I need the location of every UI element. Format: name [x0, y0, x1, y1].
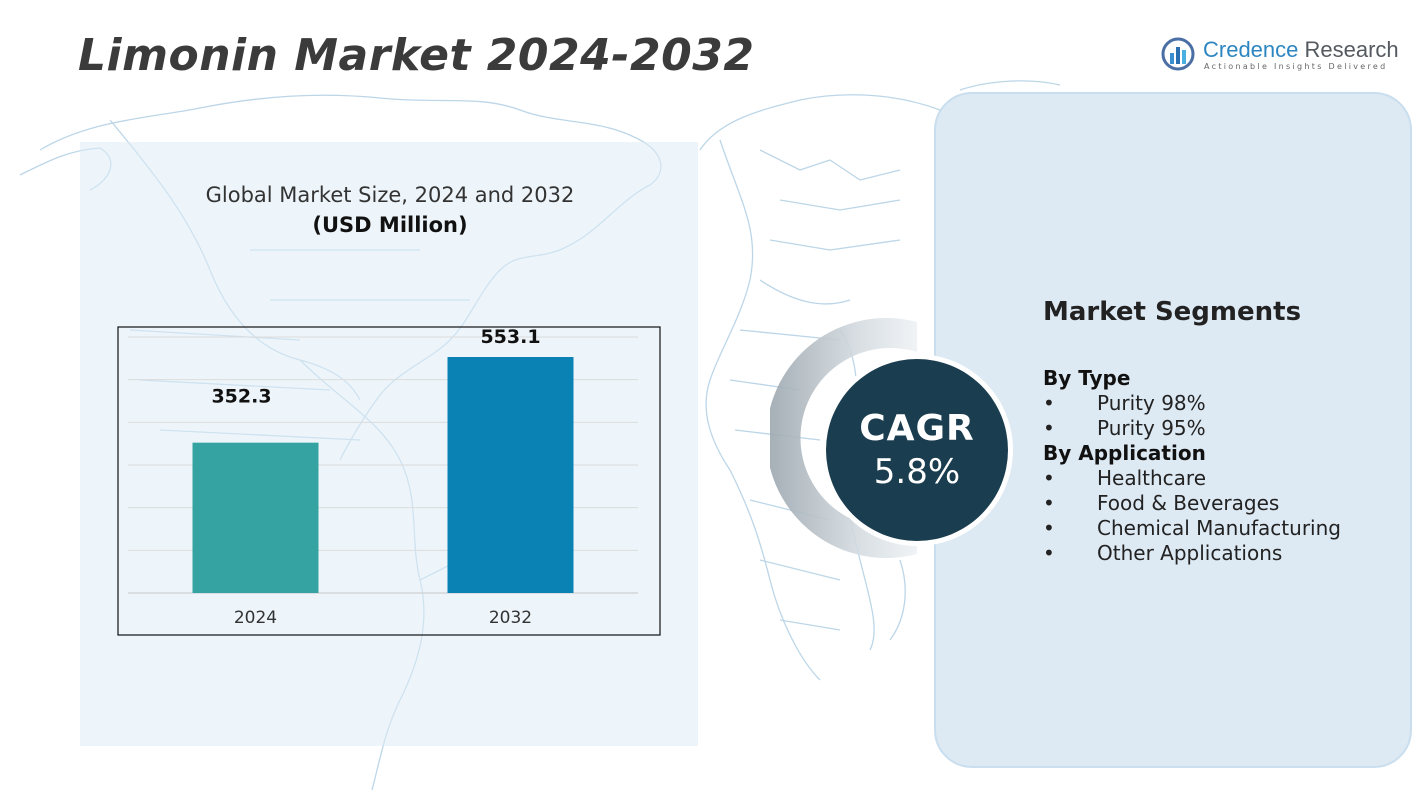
segment-group-title: By Type [1043, 366, 1131, 390]
segment-item-label: Purity 95% [1097, 416, 1206, 440]
tick-label-2032: 2032 [489, 608, 532, 628]
page-title: Limonin Market 2024-2032 [78, 30, 755, 81]
cagr-ring-arc [770, 318, 917, 558]
bullet-icon: • [1043, 516, 1055, 540]
bullet-icon: • [1043, 491, 1055, 515]
segments-heading: Market Segments [1043, 297, 1302, 327]
cagr-label: CAGR [859, 408, 975, 449]
data-label-2032: 553.1 [480, 326, 540, 348]
bullet-icon: • [1043, 391, 1055, 415]
segment-item-label: Healthcare [1097, 466, 1207, 490]
chart-title: Global Market Size, 2024 and 2032 [205, 183, 575, 207]
chart-frame [117, 326, 661, 636]
brand-tagline: Actionable Insights Delivered [1204, 62, 1388, 71]
segment-item: • Purity 95% [1043, 416, 1206, 440]
brand-name-part-2: Research [1298, 37, 1399, 62]
segment-item-label: Other Applications [1097, 541, 1283, 565]
chart-bars [192, 357, 574, 593]
brand-name-part-1: Credence [1203, 37, 1299, 62]
brand-name: Credence Research [1203, 37, 1399, 63]
bar-2032 [447, 357, 574, 593]
segment-item: • Chemical Manufacturing [1043, 516, 1341, 540]
cagr-circle [826, 359, 1008, 541]
segment-item: • Purity 98% [1043, 391, 1206, 415]
segment-item-label: Chemical Manufacturing [1097, 516, 1341, 540]
segment-group-title: By Application [1043, 441, 1206, 465]
segment-item: • Healthcare [1043, 466, 1206, 490]
cagr-badge [770, 318, 1013, 558]
segment-item: • Other Applications [1043, 541, 1282, 565]
bullet-icon: • [1043, 416, 1055, 440]
cagr-value: 5.8% [873, 452, 961, 492]
market-size-panel [80, 142, 698, 746]
bar-2024 [192, 442, 319, 593]
segment-item-label: Food & Beverages [1097, 491, 1280, 515]
market-segments-panel [934, 92, 1412, 768]
chart-labels: 352.3 2024 553.1 2032 [211, 326, 540, 628]
bullet-icon: • [1043, 466, 1055, 490]
bar-chart-circle-logo-icon [1161, 37, 1195, 71]
bullet-icon: • [1043, 541, 1055, 565]
data-label-2024: 352.3 [211, 386, 271, 408]
segment-item: • Food & Beverages [1043, 491, 1279, 515]
tick-label-2024: 2024 [234, 608, 277, 628]
segment-item-label: Purity 98% [1097, 391, 1206, 415]
brand-logo: Credence Research Actionable Insights De… [1160, 36, 1400, 76]
chart-unit: (USD Million) [312, 213, 468, 237]
